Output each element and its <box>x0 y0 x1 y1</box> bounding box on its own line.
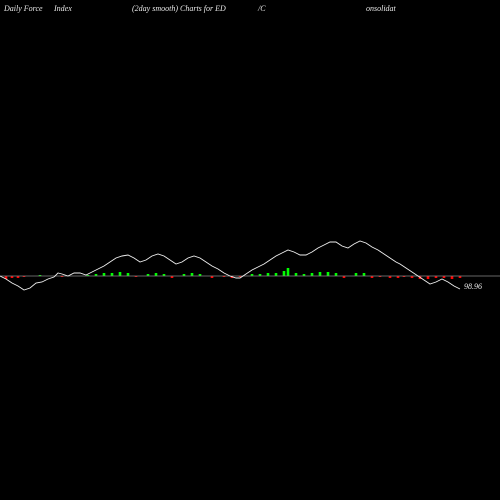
force-bar <box>191 273 194 276</box>
force-bar <box>103 273 106 276</box>
force-index-chart <box>0 0 500 500</box>
force-bar <box>311 273 314 276</box>
force-bar <box>451 276 454 279</box>
force-bar <box>283 271 286 276</box>
force-bar <box>427 276 430 279</box>
force-bar <box>275 273 278 276</box>
force-bar <box>119 272 122 276</box>
force-bar <box>363 273 366 276</box>
force-bar <box>335 273 338 276</box>
force-bar <box>295 273 298 276</box>
force-bar <box>111 273 114 276</box>
force-bar <box>355 273 358 276</box>
force-bar <box>327 272 330 276</box>
force-bar <box>319 272 322 276</box>
force-bar <box>267 273 270 276</box>
force-index-line <box>0 241 460 290</box>
force-bar <box>155 273 158 276</box>
force-bar <box>127 273 130 276</box>
end-value-label: 98.96 <box>464 282 482 291</box>
force-bar <box>287 268 290 276</box>
